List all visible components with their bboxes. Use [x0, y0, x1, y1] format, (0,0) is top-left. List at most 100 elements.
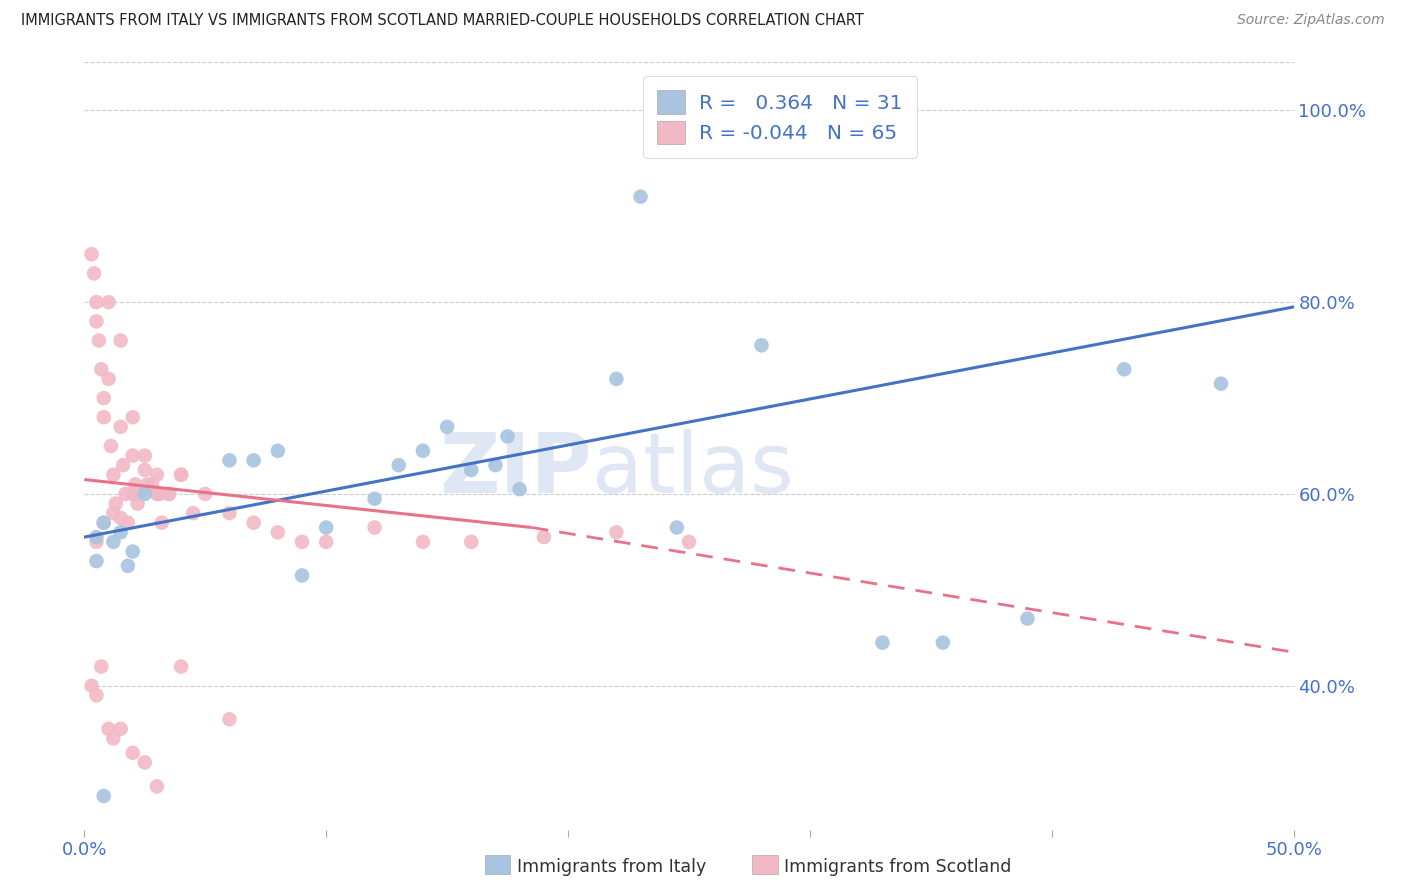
Point	[315, 534, 337, 549]
Point	[103, 506, 125, 520]
Point	[104, 497, 127, 511]
Point	[291, 568, 314, 582]
Point	[630, 189, 652, 203]
Point	[103, 534, 125, 549]
Point	[97, 295, 120, 310]
Point	[80, 679, 103, 693]
Point	[87, 334, 110, 348]
Point	[127, 487, 149, 501]
Point	[117, 516, 139, 530]
Point	[134, 463, 156, 477]
Point	[146, 487, 169, 501]
Point	[86, 295, 108, 310]
Point	[134, 756, 156, 770]
Point	[103, 731, 125, 746]
Point	[484, 458, 506, 473]
Point	[150, 516, 173, 530]
Point	[80, 247, 103, 261]
Point	[134, 449, 156, 463]
Point	[97, 722, 120, 736]
FancyBboxPatch shape	[752, 855, 778, 874]
Text: ZIP: ZIP	[440, 428, 592, 509]
Point	[1209, 376, 1232, 391]
Point	[136, 477, 159, 491]
Point	[665, 520, 688, 534]
Point	[533, 530, 555, 544]
Legend: R =   0.364   N = 31, R = -0.044   N = 65: R = 0.364 N = 31, R = -0.044 N = 65	[643, 77, 917, 158]
Point	[1114, 362, 1136, 376]
Point	[124, 477, 146, 491]
Point	[103, 467, 125, 482]
Point	[100, 439, 122, 453]
Point	[267, 443, 290, 458]
Text: Immigrants from Scotland: Immigrants from Scotland	[773, 858, 1012, 876]
Point	[93, 516, 115, 530]
Point	[157, 487, 180, 501]
Point	[605, 525, 627, 540]
Point	[86, 554, 108, 568]
Point	[93, 516, 115, 530]
Point	[436, 420, 458, 434]
Point	[218, 712, 240, 726]
Point	[110, 334, 132, 348]
Point	[114, 487, 136, 501]
Text: atlas: atlas	[592, 428, 794, 509]
Point	[932, 635, 955, 649]
Point	[86, 314, 108, 328]
Point	[678, 534, 700, 549]
Point	[509, 482, 531, 496]
Point	[121, 487, 143, 501]
Point	[97, 372, 120, 386]
Point	[388, 458, 411, 473]
Point	[412, 534, 434, 549]
Point	[146, 467, 169, 482]
Point	[110, 525, 132, 540]
FancyBboxPatch shape	[485, 855, 510, 874]
Point	[242, 453, 264, 467]
Point	[134, 487, 156, 501]
Point	[170, 659, 193, 673]
Point	[363, 491, 385, 506]
Point	[141, 477, 163, 491]
Point	[181, 506, 204, 520]
Point	[148, 487, 170, 501]
Point	[86, 534, 108, 549]
Point	[194, 487, 217, 501]
Point	[110, 722, 132, 736]
Point	[90, 362, 112, 376]
Point	[83, 266, 105, 280]
Point	[1017, 612, 1039, 626]
Point	[121, 449, 143, 463]
Point	[872, 635, 894, 649]
Point	[315, 520, 337, 534]
Point	[86, 689, 108, 703]
Point	[291, 534, 314, 549]
Point	[121, 410, 143, 425]
Point	[170, 467, 193, 482]
Point	[90, 659, 112, 673]
Point	[363, 520, 385, 534]
Text: Source: ZipAtlas.com: Source: ZipAtlas.com	[1237, 13, 1385, 28]
Point	[93, 789, 115, 803]
Point	[146, 780, 169, 794]
Text: Immigrants from Italy: Immigrants from Italy	[506, 858, 706, 876]
Point	[86, 530, 108, 544]
Point	[751, 338, 773, 352]
Point	[170, 467, 193, 482]
Point	[121, 746, 143, 760]
Point	[218, 453, 240, 467]
Point	[127, 497, 149, 511]
Point	[110, 420, 132, 434]
Point	[605, 372, 627, 386]
Point	[267, 525, 290, 540]
Point	[218, 506, 240, 520]
Point	[121, 544, 143, 558]
Point	[496, 429, 519, 443]
Point	[93, 410, 115, 425]
Point	[460, 463, 482, 477]
Point	[412, 443, 434, 458]
Point	[93, 391, 115, 405]
Point	[112, 458, 135, 473]
Text: IMMIGRANTS FROM ITALY VS IMMIGRANTS FROM SCOTLAND MARRIED-COUPLE HOUSEHOLDS CORR: IMMIGRANTS FROM ITALY VS IMMIGRANTS FROM…	[21, 13, 863, 29]
Point	[117, 558, 139, 573]
